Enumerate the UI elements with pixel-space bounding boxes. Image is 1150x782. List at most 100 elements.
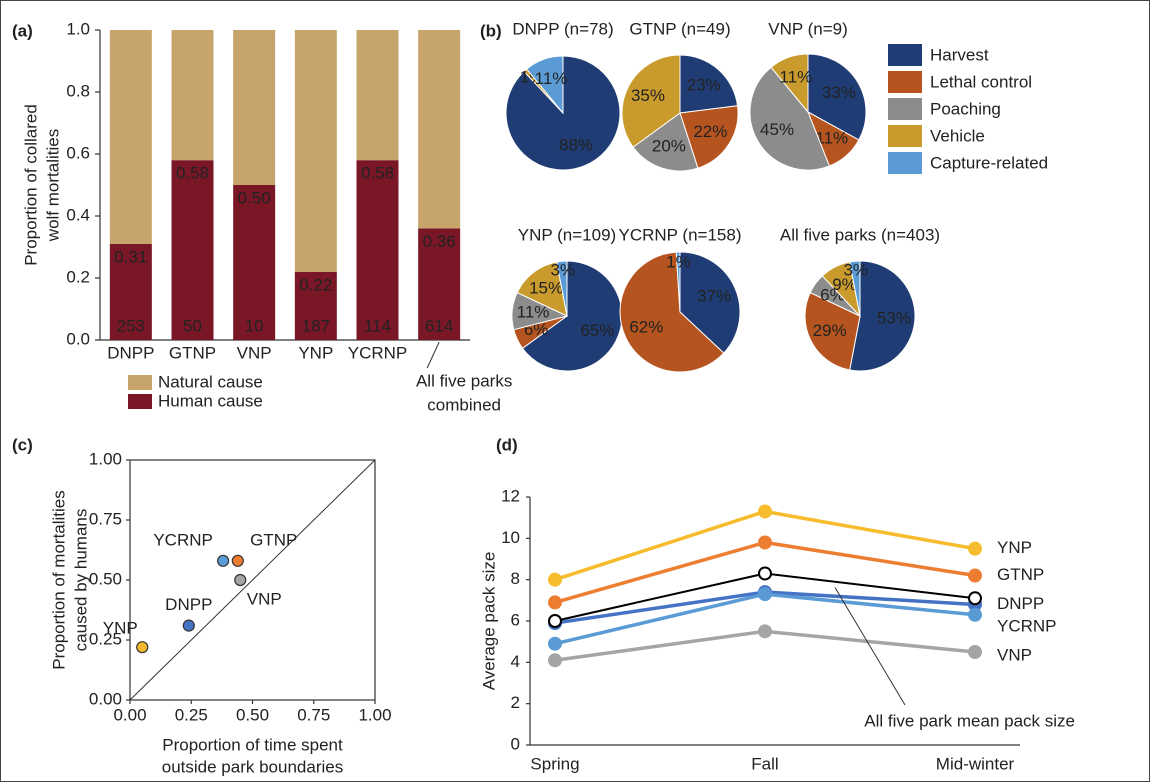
bar-segment (233, 185, 276, 340)
pie-slice (521, 260, 623, 372)
value-label: 0.58 (176, 164, 209, 183)
bar-segment (418, 30, 461, 229)
slice-label: 29% (813, 321, 847, 340)
bar-segment (109, 30, 152, 244)
legend-swatch (128, 394, 152, 409)
slice-label: 53% (877, 309, 911, 328)
y-tick-label: 8 (511, 569, 520, 588)
line-point (548, 595, 562, 610)
x-tick-label: 0.00 (113, 705, 146, 724)
slice-label: 23% (687, 76, 721, 95)
pie-slice (621, 54, 681, 148)
pie-slice (675, 251, 681, 313)
series-label: DNPP (997, 594, 1044, 613)
sample-size-label: 187 (302, 316, 330, 335)
bar-segment (171, 30, 214, 161)
sample-size-label: 253 (117, 316, 145, 335)
pie-slice (749, 66, 831, 171)
annotation-leader (426, 341, 440, 369)
slice-label: 11% (815, 128, 848, 147)
x-tick-label: Mid-winter (936, 754, 1015, 773)
value-label: 0.50 (238, 188, 271, 207)
x-tick-label: DNPP (107, 343, 154, 362)
pie-title: All five parks (n=403) (780, 225, 940, 244)
annotation-leader (834, 587, 906, 706)
sample-size-label: 10 (245, 316, 264, 335)
slice-label: 65% (580, 321, 614, 340)
pie-slice (619, 251, 725, 373)
x-axis-label: outside park boundaries (162, 757, 343, 776)
x-tick-label: 0.25 (175, 705, 208, 724)
legend-label: Vehicle (930, 126, 985, 145)
slice-label: 3% (843, 261, 868, 280)
legend-swatch (128, 375, 152, 390)
slice-label: 45% (760, 120, 794, 139)
sample-size-label: 50 (183, 316, 202, 335)
slice-label: 22% (693, 122, 727, 141)
legend-label: Harvest (930, 45, 989, 64)
pie-slice (849, 260, 861, 317)
y-tick-label: 1.0 (66, 19, 90, 38)
slice-label: 62% (629, 317, 663, 336)
line-point (758, 504, 772, 519)
pie-title: GTNP (n=49) (629, 19, 730, 38)
panel-label: (b) (480, 21, 502, 40)
pie-slice (804, 291, 861, 371)
y-tick-label: 0 (511, 734, 520, 753)
line-point (758, 566, 772, 581)
y-tick-label: 0.6 (66, 143, 90, 162)
legend-swatch (888, 44, 922, 66)
pie-slice (632, 112, 699, 172)
line-point (968, 591, 982, 606)
slice-label: 1% (666, 252, 691, 271)
series-annotation: All five park mean pack size (864, 711, 1075, 730)
legend-label: Lethal control (930, 72, 1032, 91)
x-tick-label: GTNP (169, 343, 216, 362)
bar-segment (418, 228, 461, 340)
legend-label: Capture-related (930, 153, 1048, 172)
scatter-point (234, 573, 247, 587)
sample-size-label: 614 (425, 316, 453, 335)
slice-label: 88% (559, 135, 593, 154)
pie-slice (525, 55, 564, 115)
legend-swatch (888, 98, 922, 120)
scatter-point (136, 641, 149, 654)
x-axis-label: Proportion of time spent (162, 735, 343, 754)
series-label: VNP (997, 645, 1032, 664)
pie-slice (770, 53, 809, 114)
slice-label: 35% (631, 86, 665, 105)
annotation: combined (427, 395, 501, 414)
point-label: YCRNP (153, 530, 213, 549)
bar-segment (356, 30, 399, 161)
y-axis-label: caused by humans (71, 509, 90, 652)
slice-label: 11% (517, 302, 550, 321)
legend-label: Natural cause (158, 372, 263, 391)
y-tick-label: 0.8 (66, 81, 90, 100)
y-axis-label: Proportion of mortalities (49, 490, 68, 670)
pie-title: YNP (n=109) (518, 225, 616, 244)
pie-slice (556, 260, 568, 317)
bar-segment (294, 271, 337, 340)
panel-label: (d) (496, 435, 518, 454)
point-label: DNPP (165, 595, 212, 614)
bar-segment (294, 30, 337, 272)
slice-label: 37% (697, 287, 731, 306)
point-label: YNP (103, 619, 138, 638)
value-label: 0.58 (361, 164, 394, 183)
x-tick-label: YCRNP (348, 343, 408, 362)
pie-slice (679, 105, 739, 169)
scatter-point (217, 554, 230, 567)
scatter-point (231, 554, 244, 567)
pie-slice (849, 260, 916, 372)
bar-segment (109, 243, 152, 340)
series-label: GTNP (997, 565, 1044, 584)
line-point (968, 645, 982, 659)
line-point (758, 624, 772, 639)
value-label: 0.36 (423, 232, 456, 251)
pie-title: DNPP (n=78) (512, 19, 613, 38)
slice-label: 33% (822, 83, 856, 102)
legend-label: Poaching (930, 99, 1001, 118)
y-tick-label: 12 (501, 486, 520, 505)
legend-swatch (888, 71, 922, 93)
